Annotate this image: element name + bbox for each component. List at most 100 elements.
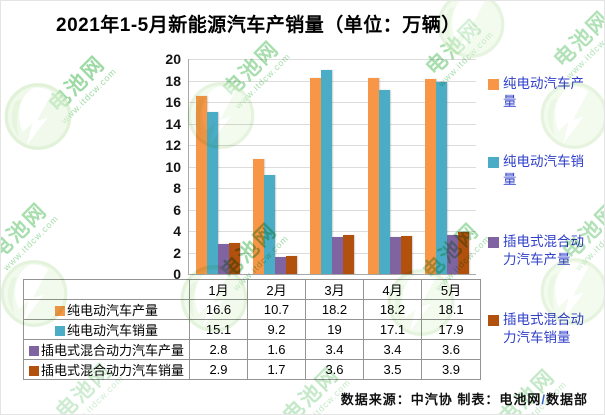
table-month-header: 5月 xyxy=(421,279,481,300)
table-value-cell: 3.4 xyxy=(363,339,422,360)
table-month-header: 3月 xyxy=(305,279,364,300)
y-tick-label: 8 xyxy=(173,180,181,196)
table-row: 插电式混合动力汽车产量 2.8 1.6 3.4 3.4 3.6 xyxy=(23,339,481,360)
y-tick-label: 14 xyxy=(165,115,181,132)
watermark-brand: 电池网 xyxy=(44,51,110,117)
bar xyxy=(253,158,265,274)
legend-label: 插电式混合动力汽车销量 xyxy=(503,312,584,345)
y-tick-label: 12 xyxy=(165,137,181,153)
y-tick-label: 2 xyxy=(173,244,181,261)
source-slash: / xyxy=(541,392,546,407)
legend-label: 纯电动汽车销量 xyxy=(503,154,584,187)
series-key-icon xyxy=(28,346,39,356)
watermark-text: 电池网 www.itdcw.com xyxy=(39,46,119,126)
watermark-globe-icon xyxy=(3,82,73,157)
bar xyxy=(367,78,379,274)
y-tick-label: 18 xyxy=(165,72,181,89)
y-tick-label: 0 xyxy=(173,266,181,282)
bar xyxy=(321,69,333,274)
table-month-header: 1月 xyxy=(189,279,248,300)
bar-group xyxy=(419,59,476,274)
gridline xyxy=(189,123,476,125)
watermark-text: 电池网 www.itdcw.com xyxy=(544,1,605,81)
bar xyxy=(275,256,287,274)
table-value-cell: 3.6 xyxy=(421,339,481,360)
table-row-label: 纯电动汽车产量 xyxy=(23,299,190,320)
chart-title: 2021年1-5月新能源汽车产销量（单位：万辆） xyxy=(56,15,461,36)
gridline xyxy=(189,145,476,146)
legend-label: 纯电动汽车产量 xyxy=(503,76,584,109)
bar-group xyxy=(361,59,418,274)
y-tick-label: 20 xyxy=(165,51,181,67)
table-value-cell: 3.4 xyxy=(305,339,364,360)
table-value-cell: 3.9 xyxy=(421,359,481,380)
table-value-cell: 18.2 xyxy=(305,299,364,320)
bar xyxy=(332,237,344,274)
gridline xyxy=(189,166,476,168)
watermark-brand: 电池网 xyxy=(0,198,52,264)
gridline xyxy=(189,231,476,232)
table-row-label: 纯电动汽车销量 xyxy=(23,319,190,340)
bar xyxy=(458,232,470,274)
table-month-header: 2月 xyxy=(247,279,306,300)
series-key-icon xyxy=(54,306,65,316)
bar-group xyxy=(189,59,246,274)
legend-item: 插电式混合动力汽车产量 xyxy=(488,233,587,269)
bar xyxy=(206,111,218,274)
table-row: 插电式混合动力汽车销量 2.9 1.7 3.6 3.5 3.9 xyxy=(23,359,481,380)
y-tick-label: 16 xyxy=(165,94,181,110)
table-value-cell: 9.2 xyxy=(247,319,306,340)
bar xyxy=(378,90,390,274)
y-tick-label: 10 xyxy=(165,158,181,175)
watermark-url: www.itdcw.com xyxy=(564,21,605,81)
table-row: 纯电动汽车销量 15.1 9.2 19 17.1 17.9 xyxy=(23,319,481,340)
table-value-cell: 3.6 xyxy=(305,359,364,380)
table-value-cell: 17.9 xyxy=(421,319,481,340)
bar-group xyxy=(246,59,303,274)
table-value-cell: 17.1 xyxy=(363,319,422,340)
table-value-cell: 18.1 xyxy=(421,299,481,320)
table-value-cell: 19 xyxy=(305,319,364,340)
legend-item: 纯电动汽车产量 xyxy=(488,75,587,111)
table-value-cell: 2.9 xyxy=(189,359,248,380)
series-key-icon xyxy=(54,326,65,336)
table-value-cell: 15.1 xyxy=(189,319,248,340)
bar xyxy=(343,235,355,274)
gridline xyxy=(189,102,476,103)
legend-item: 纯电动汽车销量 xyxy=(488,153,587,189)
legend-marker-icon xyxy=(488,157,499,168)
watermark-url: www.itdcw.com xyxy=(1,213,61,273)
gridline xyxy=(189,188,476,189)
table-value-cell: 1.6 xyxy=(247,339,306,360)
source-dept: 数据部 xyxy=(545,392,588,407)
table-value-cell: 2.8 xyxy=(189,339,248,360)
legend-marker-icon xyxy=(488,237,499,248)
table-month-header: 4月 xyxy=(363,279,422,300)
bar-group xyxy=(304,59,361,274)
table-corner-cell xyxy=(23,279,190,300)
series-key-icon xyxy=(28,366,39,376)
legend: 纯电动汽车产量 纯电动汽车销量 插电式混合动力汽车产量 插电式混合动力汽车销量 xyxy=(488,75,604,365)
y-tick-label: 6 xyxy=(173,201,181,218)
bar xyxy=(436,81,448,274)
table-value-cell: 1.7 xyxy=(247,359,306,380)
bar xyxy=(264,175,276,274)
bar xyxy=(195,95,207,274)
bar xyxy=(400,236,412,274)
bar xyxy=(425,79,437,274)
bar xyxy=(228,242,240,274)
table-value-cell: 10.7 xyxy=(247,299,306,320)
data-table: 1月 2月 3月 4月 5月 纯电动汽车产量 16.6 10.7 18.2 18.2 18.1 纯电动… xyxy=(23,279,481,380)
watermark-url: www.itdcw.com xyxy=(59,66,119,126)
y-tick-label: 4 xyxy=(173,223,181,239)
table-value-cell: 18.2 xyxy=(363,299,422,320)
bar xyxy=(389,237,401,274)
legend-label: 插电式混合动力汽车产量 xyxy=(503,234,584,267)
gridline xyxy=(189,80,476,82)
watermark-text: 电池网 www.itdcw.com xyxy=(0,193,61,273)
source-text: 数据来源：中汽协 制表：电池网 xyxy=(340,392,542,407)
watermark-brand: 电池网 xyxy=(549,6,605,72)
table-value-cell: 16.6 xyxy=(189,299,248,320)
bar xyxy=(286,255,298,274)
